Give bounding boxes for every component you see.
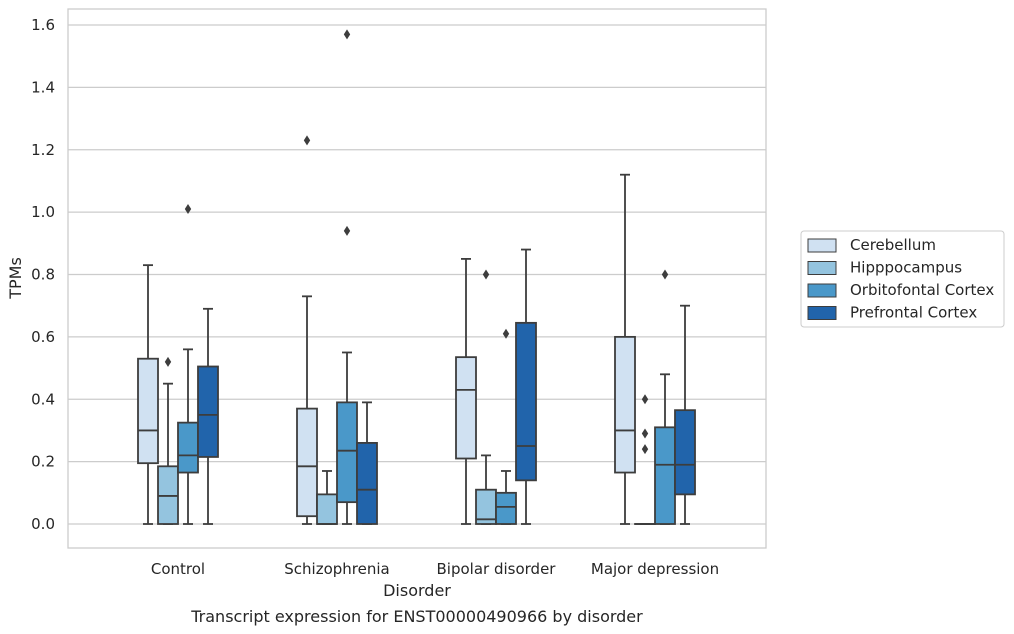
y-tick-label: 0.4 [31, 390, 55, 408]
outlier-point [303, 135, 311, 146]
box-cerebellum-0 [137, 264, 159, 525]
iqr-box [137, 357, 159, 465]
box-hipppocampus-1 [316, 470, 338, 525]
legend-label: Hipppocampus [850, 259, 962, 277]
x-tick-label: Schizophrenia [284, 560, 389, 578]
chart-caption: Transcript expression for ENST0000049096… [190, 607, 643, 626]
outlier-point [343, 225, 351, 236]
box-orbitofontal-cortex-0 [177, 204, 199, 525]
iqr-box [674, 409, 696, 496]
outlier-point [661, 269, 669, 280]
iqr-box [197, 365, 219, 458]
box-prefrontal-cortex-2 [515, 248, 537, 525]
iqr-box [515, 321, 537, 482]
y-tick-label: 1.4 [31, 78, 55, 96]
outlier-point [184, 204, 192, 215]
y-tick-label: 0.8 [31, 266, 55, 284]
outlier-point [641, 394, 649, 405]
iqr-box [356, 442, 378, 525]
outlier-point [641, 428, 649, 439]
iqr-box [495, 491, 517, 525]
x-axis-title: Disorder [383, 581, 451, 600]
y-tick-labels: 0.0 0.2 0.4 0.6 0.8 1.0 1.2 1.4 1.6 [31, 16, 55, 533]
outlier-point [482, 269, 490, 280]
y-tick-label: 0.6 [31, 328, 55, 346]
y-tick-label: 1.2 [31, 141, 55, 159]
legend-label: Prefrontal Cortex [850, 304, 977, 322]
outlier-point [641, 444, 649, 455]
boxes-layer [137, 29, 696, 525]
legend-frame [800, 230, 1005, 328]
iqr-box [296, 407, 318, 518]
iqr-box [177, 421, 199, 474]
iqr-box [614, 335, 636, 474]
outlier-point [164, 356, 172, 367]
legend-swatch [807, 306, 837, 320]
legend-swatch [807, 238, 837, 253]
iqr-box [654, 426, 676, 525]
x-tick-labels: Control Schizophrenia Bipolar disorder Majo… [151, 560, 719, 578]
box-cerebellum-1 [296, 135, 318, 525]
x-tick-label: Major depression [591, 560, 719, 578]
x-tick-label: Control [151, 560, 205, 578]
iqr-box [336, 401, 358, 504]
legend: Cerebellum Hipppocampus Orbitofontal Corte… [800, 230, 1005, 328]
iqr-box [316, 493, 338, 525]
box-prefrontal-cortex-1 [356, 401, 378, 525]
box-cerebellum-2 [455, 258, 477, 525]
box-prefrontal-cortex-3 [674, 304, 696, 525]
legend-label: Orbitofontal Cortex [850, 281, 994, 299]
legend-label: Cerebellum [850, 236, 936, 254]
legend-swatch [807, 261, 837, 275]
box-hipppocampus-3 [634, 394, 656, 525]
y-tick-label: 0.2 [31, 453, 55, 471]
box-orbitofontal-cortex-2 [495, 328, 517, 525]
y-tick-label: 1.0 [31, 203, 55, 221]
x-tick-label: Bipolar disorder [437, 560, 557, 578]
iqr-box [455, 356, 477, 460]
legend-swatch [807, 283, 837, 298]
box-orbitofontal-cortex-1 [336, 29, 358, 525]
y-axis-title: TPMs [6, 257, 25, 300]
box-prefrontal-cortex-0 [197, 307, 219, 525]
y-tick-label: 1.6 [31, 16, 55, 34]
box-orbitofontal-cortex-3 [654, 269, 676, 525]
outlier-point [502, 328, 510, 339]
box-hipppocampus-0 [157, 356, 179, 525]
box-cerebellum-3 [614, 173, 636, 525]
box-hipppocampus-2 [475, 269, 497, 525]
outlier-point [343, 29, 351, 40]
y-tick-label: 0.0 [31, 515, 55, 533]
